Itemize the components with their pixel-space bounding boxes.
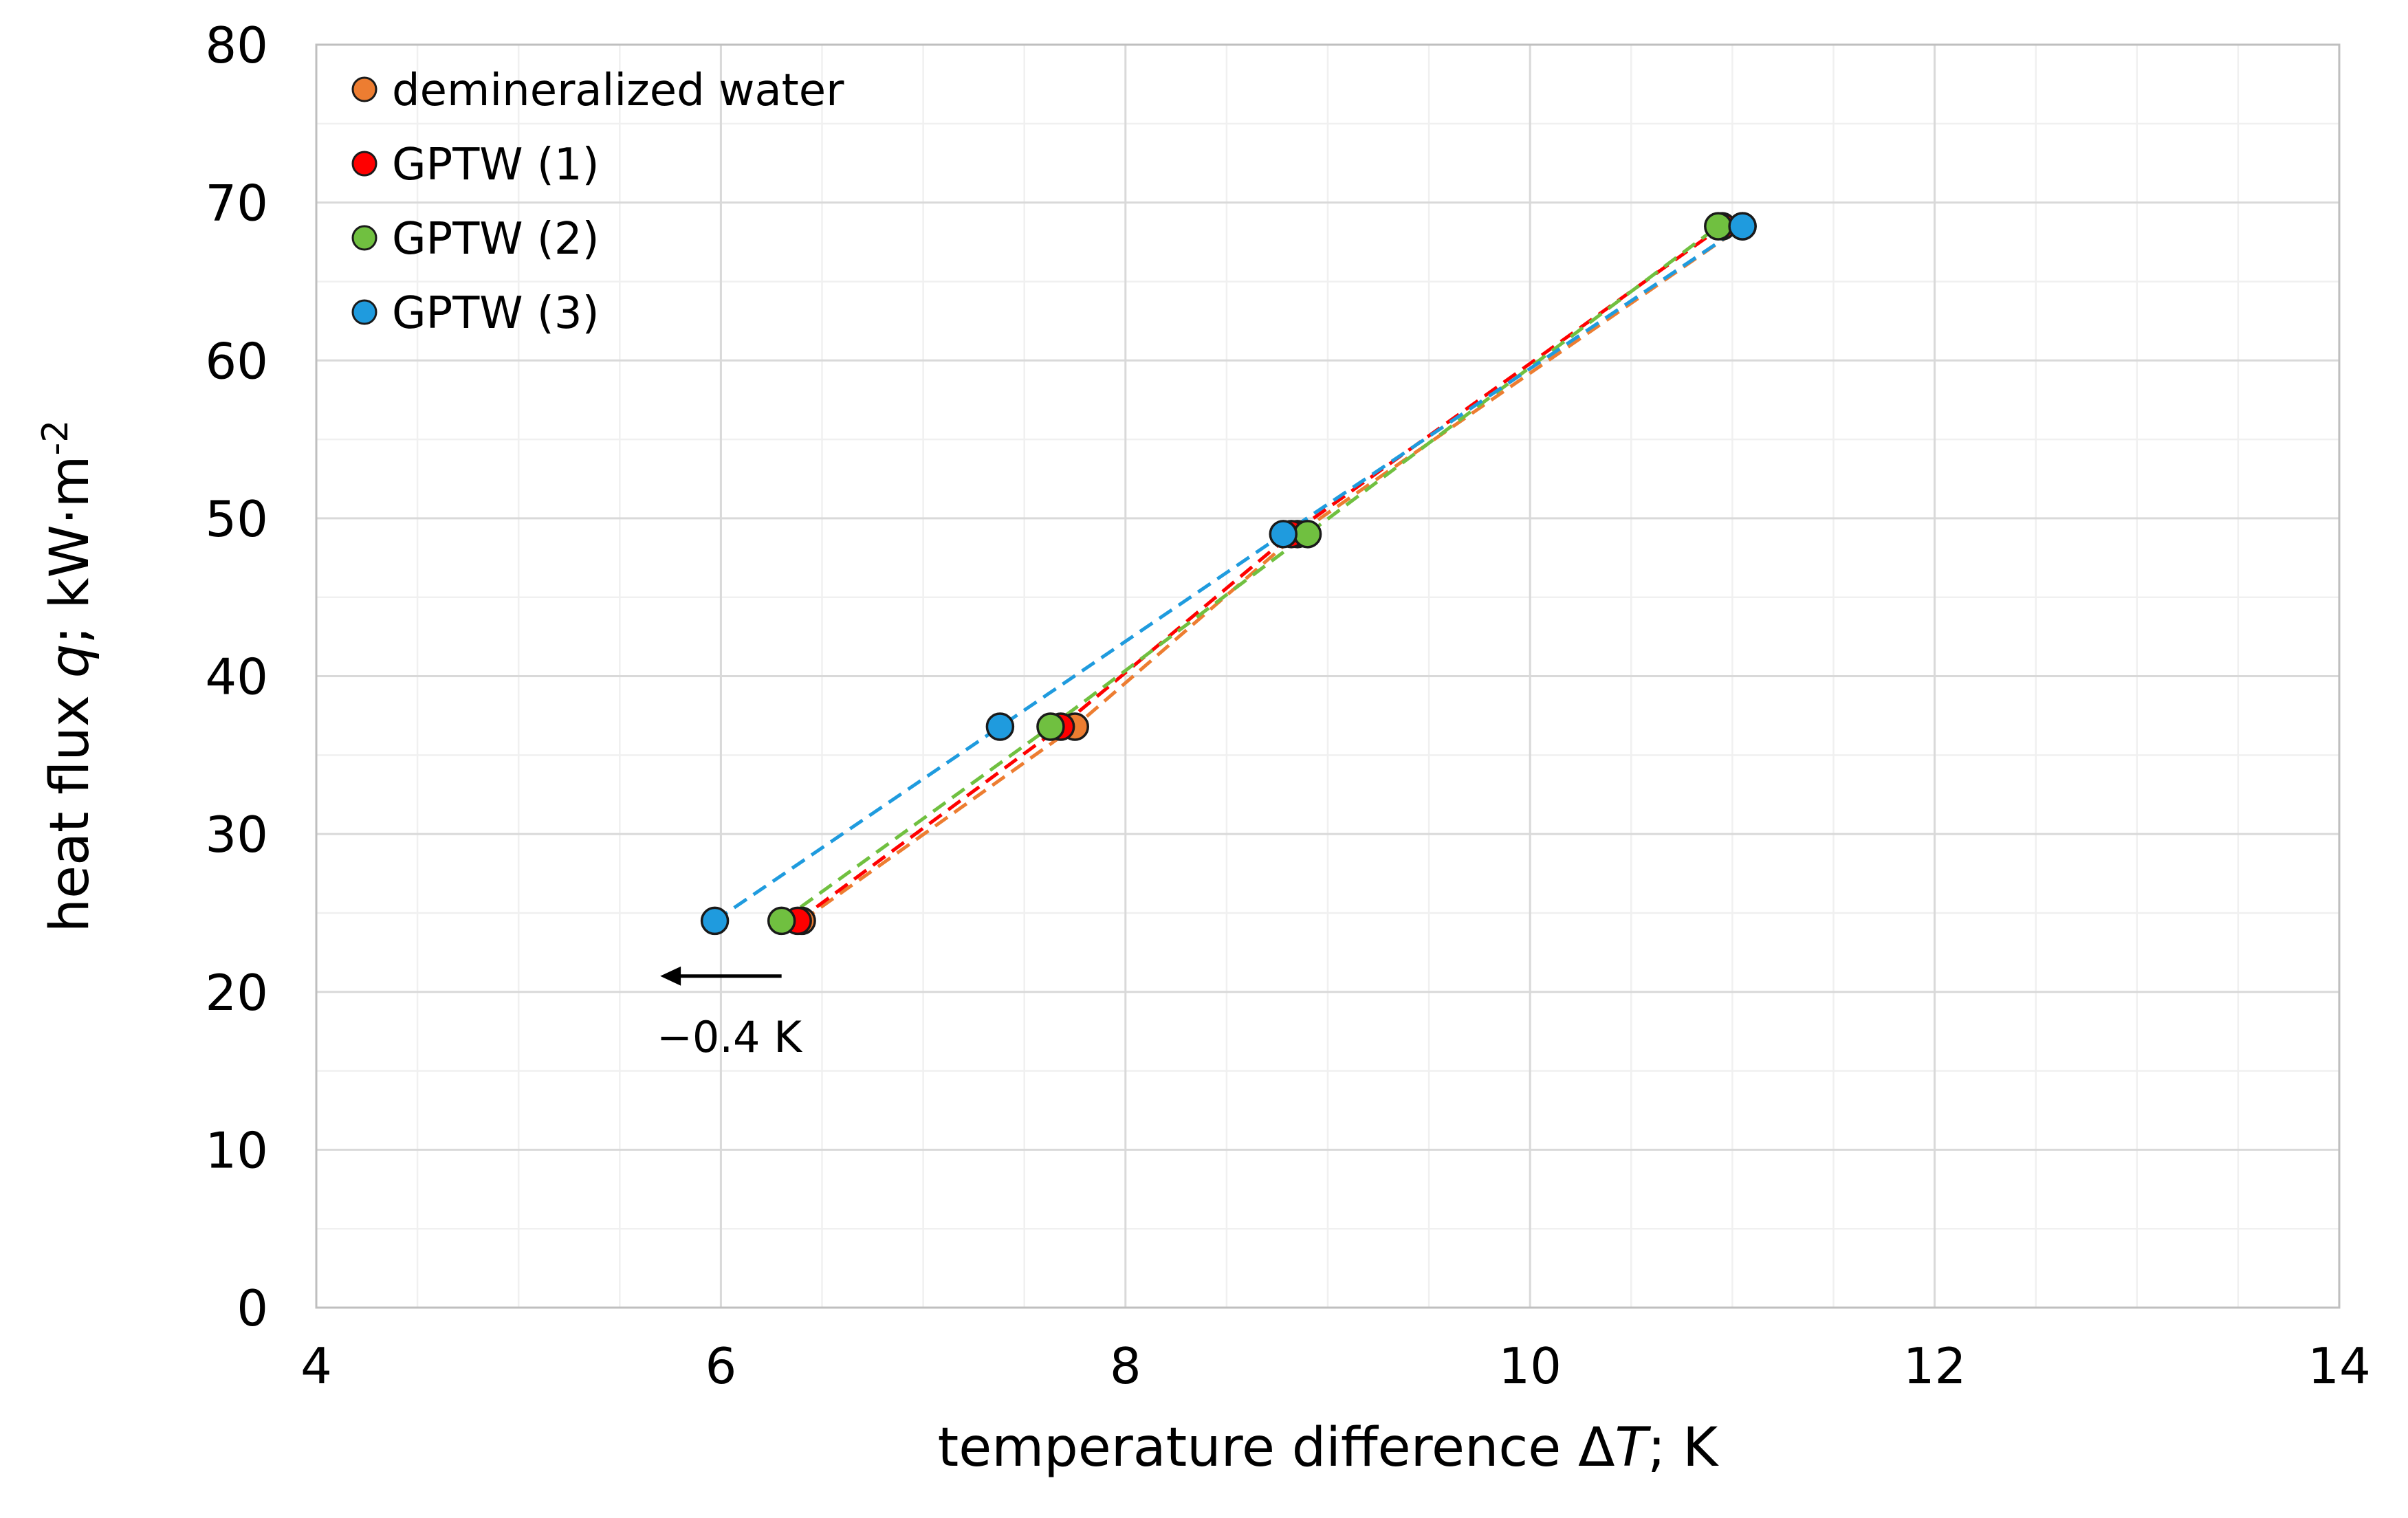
x-axis-ticks: 4 6 8 10 12 14 [300,1337,2371,1395]
y-tick-label: 20 [205,964,268,1022]
legend-marker [351,225,377,251]
y-tick-label: 80 [205,16,268,74]
x-tick-label: 14 [2308,1337,2371,1395]
y-axis-ticks: 0 10 20 30 40 50 60 70 80 [205,16,268,1337]
trend-lines [714,224,1744,923]
series-line [796,225,1724,923]
x-tick-label: 6 [705,1337,736,1395]
legend-label: GPTW (2) [392,214,600,265]
data-point [1728,212,1757,241]
x-axis-title-unit: ; K [1648,1417,1719,1479]
y-axis-title-unit: ; kW·m [39,456,101,644]
y-tick-label: 70 [205,175,268,232]
legend-label: demineralized water [392,65,844,116]
x-tick-label: 4 [300,1337,332,1395]
data-point [1704,212,1733,241]
annotation: −0.4 K [657,966,802,1062]
legend-marker [351,76,377,102]
annotation-arrow-head [660,966,681,986]
y-tick-label: 60 [205,332,268,390]
series-line [714,224,1744,923]
y-axis-title-part: heat flux [39,678,101,932]
legend-label: GPTW (3) [392,288,600,339]
y-tick-label: 0 [237,1279,268,1337]
annotation-label: −0.4 K [657,1012,802,1062]
y-tick-label: 50 [205,490,268,548]
y-tick-label: 30 [205,806,268,864]
x-axis-title-var: T [1615,1417,1651,1479]
y-tick-label: 40 [205,648,268,706]
legend-marker [351,151,377,177]
data-markers [700,212,1757,936]
x-axis-title-part: temperature difference Δ [938,1417,1615,1479]
y-axis-title: heat flux q; kW·m-2 [35,420,101,933]
y-tick-label: 10 [205,1121,268,1179]
legend-marker [351,299,377,325]
plot-area [315,43,2341,1309]
legend: demineralized water GPTW (1) GPTW (2) GPTW … [351,65,844,339]
series-line [800,225,1744,923]
data-point [1293,520,1322,549]
y-axis-title-exponent: -2 [35,420,76,456]
x-tick-label: 8 [1110,1337,1141,1395]
x-axis-title: temperature difference ΔT; K [938,1417,1720,1479]
data-point [1269,520,1298,549]
data-point [767,906,796,936]
x-tick-label: 10 [1498,1337,1562,1395]
data-point [700,906,730,936]
legend-label: GPTW (1) [392,140,600,190]
x-tick-label: 12 [1903,1337,1967,1395]
series-line [780,225,1720,923]
y-axis-title-var: q [39,644,101,679]
data-point [985,712,1015,741]
data-point [1036,712,1065,741]
